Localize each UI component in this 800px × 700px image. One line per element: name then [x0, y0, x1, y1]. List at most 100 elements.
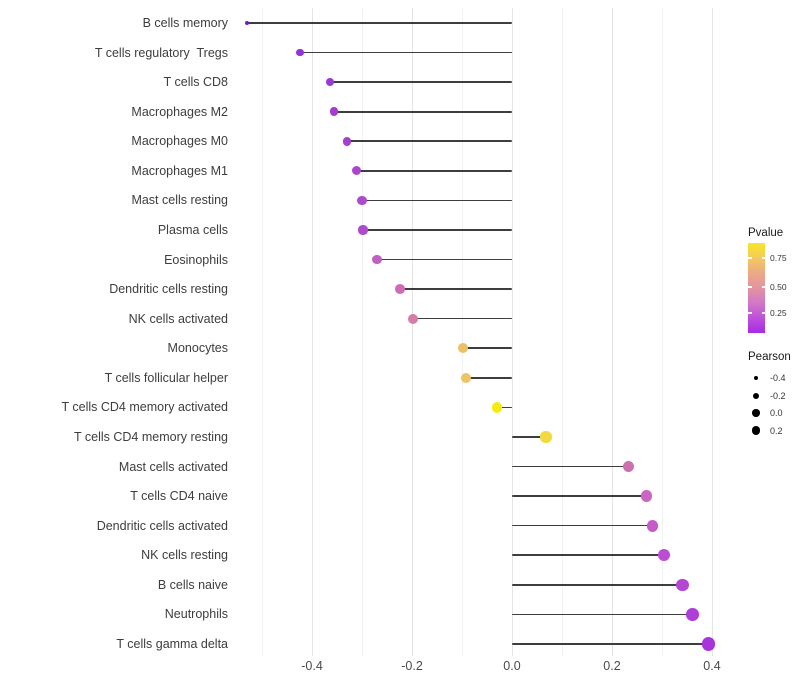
category-label: B cells memory — [142, 16, 228, 30]
lollipop-dot — [460, 372, 472, 384]
lollipop-stem — [356, 170, 512, 172]
category-label: T cells regulatory Tregs — [94, 45, 228, 60]
lollipop-dot — [676, 578, 689, 591]
lollipop-dot — [491, 402, 503, 413]
lollipop-dot — [325, 77, 335, 87]
category-label: Mast cells resting — [131, 193, 228, 208]
lollipop-dot — [701, 637, 716, 651]
lollipop-dot — [395, 284, 405, 294]
major-gridline — [711, 8, 713, 656]
category-label: T cells CD4 memory resting — [74, 429, 228, 444]
lollipop-dot — [640, 490, 653, 503]
lollipop-stem — [497, 406, 512, 409]
size-legend-label: 0.2 — [770, 425, 783, 436]
major-gridline — [611, 8, 613, 656]
x-axis-tick-label: 0.0 — [503, 659, 521, 673]
size-legend-dot — [753, 375, 759, 381]
colorbar-tick — [748, 286, 752, 288]
x-axis-tick-label: 0.2 — [603, 659, 621, 673]
lollipop-stem — [512, 436, 546, 438]
category-label: Plasma cells — [157, 222, 228, 237]
pvalue-legend-title: Pvalue — [748, 227, 784, 239]
colorbar-tick — [761, 286, 765, 288]
colorbar-tick-label: 0.75 — [770, 252, 787, 263]
category-label: Macrophages M2 — [131, 104, 228, 119]
category-label: T cells follicular helper — [104, 370, 228, 385]
x-axis-tick-label: -0.4 — [301, 659, 323, 673]
pvalue-colorbar — [748, 243, 765, 333]
category-label: T cells CD8 — [163, 75, 228, 90]
lollipop-stem — [330, 81, 512, 83]
major-gridline — [511, 8, 513, 656]
colorbar-tick — [761, 312, 765, 314]
plot-panel — [237, 8, 734, 656]
category-label: Neutrophils — [164, 607, 228, 622]
lollipop-dot — [245, 21, 249, 25]
lollipop-dot — [357, 195, 367, 205]
major-gridline — [311, 8, 313, 656]
lollipop-dot — [540, 431, 552, 443]
size-legend-dot — [751, 426, 761, 435]
category-label: T cells CD4 naive — [130, 489, 228, 504]
category-label: Macrophages M0 — [131, 134, 228, 149]
x-axis-tick-label: -0.2 — [401, 659, 423, 673]
major-gridline — [411, 8, 413, 656]
minor-gridline — [361, 8, 363, 656]
colorbar-tick-label: 0.50 — [770, 281, 787, 292]
lollipop-dot — [372, 254, 382, 265]
lollipop-stem — [512, 584, 683, 586]
lollipop-dot — [329, 107, 339, 116]
lollipop-stem — [512, 524, 653, 527]
minor-gridline — [261, 8, 263, 656]
lollipop-dot — [408, 313, 418, 324]
legend: Pvalue Pearson -0.4 -0.2 0.0 0.2 0.75 0.50 0.… — [735, 0, 800, 700]
category-label: NK cells activated — [128, 311, 228, 326]
size-legend-dot — [753, 392, 759, 399]
pearson-legend-title: Pearson — [748, 351, 791, 363]
category-label: Macrophages M1 — [131, 163, 228, 178]
lollipop-dot — [646, 519, 659, 532]
lollipop-stem — [334, 110, 512, 113]
lollipop-stem — [512, 613, 693, 616]
colorbar-tick — [748, 312, 752, 314]
lollipop-stem — [512, 495, 647, 497]
minor-gridline — [461, 8, 463, 656]
colorbar-tick-label: 0.25 — [770, 307, 787, 318]
category-label: Dendritic cells resting — [109, 282, 228, 297]
lollipop-stem — [512, 643, 709, 645]
x-axis-tick-label: 0.4 — [703, 659, 721, 673]
colorbar-tick — [761, 257, 765, 259]
category-label: T cells CD4 memory activated — [61, 400, 229, 415]
size-legend-label: -0.2 — [770, 390, 786, 401]
lollipop-stem — [466, 377, 512, 379]
lollipop-stem — [512, 554, 664, 557]
category-label: Mast cells activated — [118, 459, 228, 474]
size-legend-label: -0.4 — [770, 373, 786, 383]
lollipop-stem — [413, 317, 512, 320]
minor-gridline — [561, 8, 563, 656]
category-label: Monocytes — [167, 341, 228, 356]
y-axis-labels: B cells memory T cells regulatory Tregs T … — [0, 8, 229, 656]
category-label: Eosinophils — [164, 252, 228, 267]
lollipop-dot — [358, 225, 368, 235]
lollipop-stem — [512, 465, 629, 468]
size-legend-dot — [752, 409, 760, 417]
category-label: Dendritic cells activated — [96, 518, 228, 533]
lollipop-dot — [342, 136, 352, 146]
lollipop-dot — [296, 48, 304, 57]
lollipop-stem — [377, 258, 512, 261]
lollipop-stem — [347, 140, 512, 143]
colorbar-tick — [748, 257, 752, 259]
lollipop-stem — [300, 51, 512, 54]
lollipop-stem — [247, 22, 512, 24]
size-legend-label: 0.0 — [770, 408, 783, 418]
lollipop-dot — [657, 549, 670, 562]
category-label: B cells naive — [157, 577, 228, 592]
lollipop-dot — [457, 343, 469, 354]
lollipop-dot — [686, 608, 699, 621]
lollipop-dot — [351, 166, 361, 176]
lollipop-stem — [400, 288, 512, 290]
minor-gridline — [661, 8, 663, 656]
category-label: NK cells resting — [141, 548, 228, 563]
